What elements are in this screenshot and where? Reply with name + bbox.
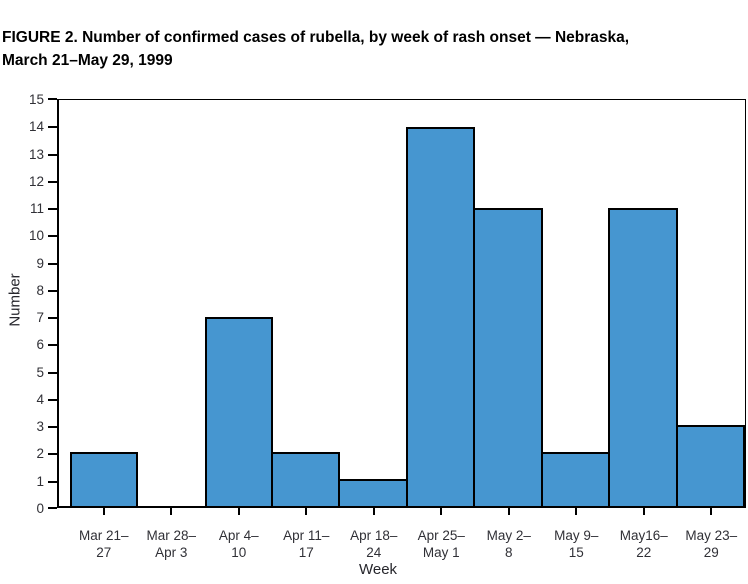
y-tick-label-11: 11	[29, 201, 44, 217]
x-tick-label-line: 22	[636, 545, 652, 560]
x-tick-label-0: Mar 21– 27	[56, 527, 152, 561]
x-tick-label-line: May16–	[619, 528, 668, 543]
y-tick-label-12: 12	[28, 173, 44, 189]
x-tick-label-line: May 2–	[486, 528, 531, 543]
x-tick-8	[642, 507, 645, 515]
x-tick-label-6: May 2– 8	[461, 527, 557, 561]
bar-0	[70, 452, 138, 506]
x-tick-2	[237, 507, 240, 515]
bar-7	[540, 452, 610, 506]
bar-6	[473, 208, 543, 506]
y-tick-label-8: 8	[36, 283, 44, 299]
y-tick-7	[48, 317, 57, 320]
x-tick-label-line: May 1	[422, 545, 460, 560]
x-tick-0	[102, 507, 105, 515]
y-tick-label-13: 13	[28, 146, 44, 162]
y-tick-label-1: 1	[36, 473, 44, 489]
x-tick-label-line: Apr 18–	[350, 528, 398, 543]
bars-container	[59, 100, 745, 506]
y-tick-label-4: 4	[36, 392, 44, 408]
x-tick-label-1: Mar 28– Apr 3	[123, 527, 219, 561]
y-tick-label-9: 9	[36, 255, 44, 271]
y-tick-14	[48, 126, 57, 129]
y-tick-3	[48, 426, 57, 429]
x-tick-label-5: Apr 25– May 1	[393, 527, 489, 561]
x-tick-label-line: Mar 28–	[146, 528, 197, 543]
x-tick-label-line: 10	[231, 545, 247, 560]
y-tick-6	[48, 344, 57, 347]
bar-4	[338, 479, 408, 506]
x-tick-6	[507, 507, 510, 515]
y-tick-13	[48, 153, 57, 156]
x-tick-label-line: 24	[366, 545, 382, 560]
x-tick-5	[440, 507, 443, 515]
y-tick-label-14: 14	[28, 119, 44, 135]
figure-title: FIGURE 2. Number of confirmed cases of r…	[2, 26, 748, 72]
y-tick-9	[48, 262, 57, 265]
x-tick-4	[372, 507, 375, 515]
x-tick-label-line: Apr 11–	[283, 528, 330, 543]
y-tick-5	[48, 371, 57, 374]
x-tick-7	[575, 507, 578, 515]
y-tick-4	[48, 398, 57, 401]
x-axis-title: Week	[358, 561, 398, 578]
x-tick-label-line: May 9–	[554, 528, 599, 543]
x-tick-label-7: May 9– 15	[528, 527, 624, 561]
x-tick-label-line: May 23–	[685, 528, 738, 543]
x-tick-label-2: Apr 4– 10	[191, 527, 287, 561]
x-tick-label-line: 8	[504, 545, 513, 560]
bar-5	[405, 127, 475, 506]
y-tick-12	[48, 180, 57, 183]
x-tick-1	[170, 507, 173, 515]
x-tick-label-line: 29	[703, 545, 719, 560]
x-tick-label-line: Apr 3	[155, 545, 188, 560]
y-tick-1	[48, 480, 57, 483]
y-tick-label-10: 10	[28, 228, 44, 244]
x-tick-9	[710, 507, 713, 515]
x-tick-label-4: Apr 18– 24	[326, 527, 422, 561]
figure-title-line1: FIGURE 2. Number of confirmed cases of r…	[2, 29, 630, 46]
y-tick-label-2: 2	[36, 446, 44, 462]
y-tick-label-5: 5	[36, 364, 44, 380]
y-tick-0	[48, 507, 57, 509]
x-tick-3	[305, 507, 308, 515]
plot-area: 0 1 2 3 4 5 6 7 8 9 10 11 12 13 14 15 Mar 21– 27 Mar 28– A…	[29, 92, 746, 560]
y-tick-label-6: 6	[36, 337, 44, 353]
y-axis-title: Number	[6, 273, 24, 327]
y-tick-label-15: 15	[28, 92, 44, 108]
x-tick-label-line: 15	[568, 545, 584, 560]
x-tick-label-line: Mar 21–	[78, 528, 129, 543]
y-tick-10	[48, 235, 57, 238]
x-tick-label-line: 27	[96, 545, 112, 560]
y-tick-label-7: 7	[36, 310, 44, 326]
x-tick-label-line: Apr 25–	[417, 528, 465, 543]
x-tick-label-3: Apr 11– 17	[258, 527, 354, 561]
x-tick-label-9: May 23– 29	[663, 527, 748, 561]
y-tick-11	[48, 208, 57, 211]
bar-3	[270, 452, 340, 506]
y-tick-2	[48, 453, 57, 456]
y-tick-label-0: 0	[36, 501, 44, 517]
y-tick-8	[48, 289, 57, 292]
bar-8	[608, 208, 678, 506]
y-tick-15	[48, 98, 57, 100]
figure-title-line2: March 21–May 29, 1999	[2, 52, 173, 69]
x-tick-label-line: Apr 4–	[218, 528, 259, 543]
y-tick-label-3: 3	[36, 419, 44, 435]
bar-9	[675, 425, 745, 506]
x-tick-label-line: 17	[298, 545, 314, 560]
bar-2	[205, 317, 273, 506]
x-tick-label-8: May16– 22	[596, 527, 692, 561]
